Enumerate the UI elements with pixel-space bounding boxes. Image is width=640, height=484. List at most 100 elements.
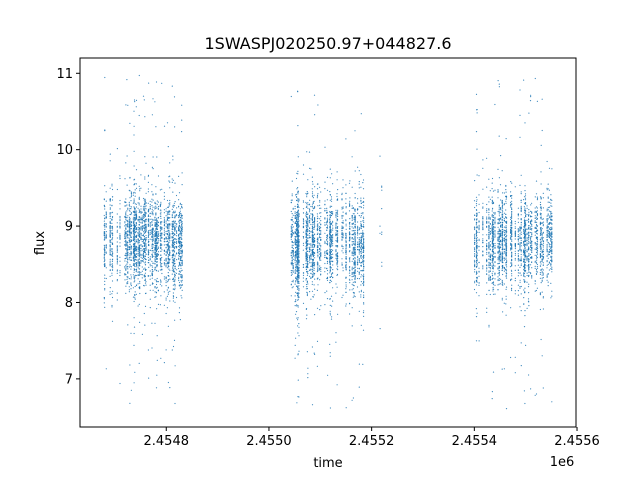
data-point	[297, 295, 299, 298]
data-point	[169, 269, 171, 271]
data-point	[141, 270, 143, 272]
data-point	[353, 261, 355, 263]
data-point	[124, 235, 126, 237]
data-point	[316, 183, 319, 185]
data-point	[360, 227, 362, 230]
data-point	[358, 242, 360, 245]
data-point	[172, 232, 174, 234]
data-point	[143, 232, 145, 235]
data-point	[317, 104, 319, 106]
data-point	[159, 205, 161, 207]
data-point	[133, 276, 135, 278]
data-point	[133, 332, 135, 335]
data-point	[140, 232, 142, 234]
data-point	[297, 278, 299, 280]
data-point	[130, 389, 132, 391]
data-point	[167, 280, 169, 282]
data-point	[116, 251, 118, 253]
data-point	[167, 325, 169, 327]
data-point	[168, 227, 170, 229]
data-point	[163, 233, 165, 235]
data-point	[119, 238, 121, 240]
data-point	[360, 238, 362, 240]
data-point	[104, 246, 106, 248]
data-point	[326, 262, 328, 265]
data-point	[310, 205, 312, 208]
data-point	[163, 125, 166, 127]
data-point	[174, 245, 176, 248]
data-point	[354, 256, 356, 259]
data-point	[135, 106, 137, 108]
data-point	[168, 225, 170, 228]
data-point	[174, 182, 176, 184]
data-point	[358, 278, 360, 280]
data-point	[329, 228, 331, 230]
data-point	[342, 248, 344, 250]
data-point	[341, 193, 343, 196]
data-point	[341, 216, 343, 218]
data-point	[297, 280, 299, 282]
data-point	[165, 226, 167, 228]
data-point	[358, 258, 360, 260]
data-point	[297, 354, 299, 356]
data-point	[138, 74, 140, 77]
data-point	[140, 219, 142, 221]
data-point	[174, 210, 176, 212]
data-point	[169, 240, 171, 242]
data-point	[119, 382, 121, 385]
data-point	[140, 256, 142, 258]
data-point	[178, 221, 180, 223]
data-point	[349, 197, 351, 199]
data-point	[109, 234, 111, 236]
data-point	[330, 280, 333, 282]
data-point	[156, 266, 158, 268]
data-point	[349, 261, 351, 263]
data-point	[145, 284, 147, 286]
data-point	[294, 239, 296, 241]
data-point	[109, 229, 111, 231]
data-point	[156, 228, 158, 230]
data-point	[168, 180, 170, 182]
data-point	[290, 230, 292, 232]
data-point	[178, 258, 180, 260]
data-point	[138, 261, 140, 263]
data-point	[309, 227, 311, 229]
data-point	[174, 259, 176, 261]
data-point	[176, 235, 178, 237]
data-point	[151, 241, 154, 243]
data-point	[157, 270, 159, 272]
data-point	[140, 234, 142, 236]
data-point	[104, 228, 106, 230]
data-point	[331, 231, 333, 233]
data-point	[151, 265, 153, 267]
data-point	[172, 238, 174, 240]
data-point	[172, 210, 175, 212]
data-point	[316, 252, 319, 254]
data-point	[168, 260, 170, 262]
data-point	[109, 246, 111, 248]
data-point	[144, 201, 146, 203]
data-point	[157, 238, 160, 240]
data-point	[142, 216, 145, 218]
data-point	[307, 221, 309, 223]
data-point	[302, 231, 305, 233]
data-point	[111, 260, 113, 263]
data-point	[329, 314, 331, 316]
data-point	[308, 256, 311, 258]
data-point	[181, 263, 183, 265]
data-point	[152, 206, 154, 208]
data-point	[360, 197, 362, 199]
data-point	[363, 244, 365, 246]
data-point	[324, 181, 326, 183]
data-point	[133, 200, 135, 202]
data-point	[165, 241, 167, 243]
data-point	[178, 238, 181, 240]
data-point	[152, 237, 154, 239]
data-point	[358, 181, 360, 183]
data-point	[356, 237, 359, 239]
data-point	[160, 235, 162, 237]
data-point	[348, 239, 351, 241]
data-point	[352, 246, 354, 249]
data-point	[305, 228, 307, 230]
data-point	[104, 206, 106, 208]
